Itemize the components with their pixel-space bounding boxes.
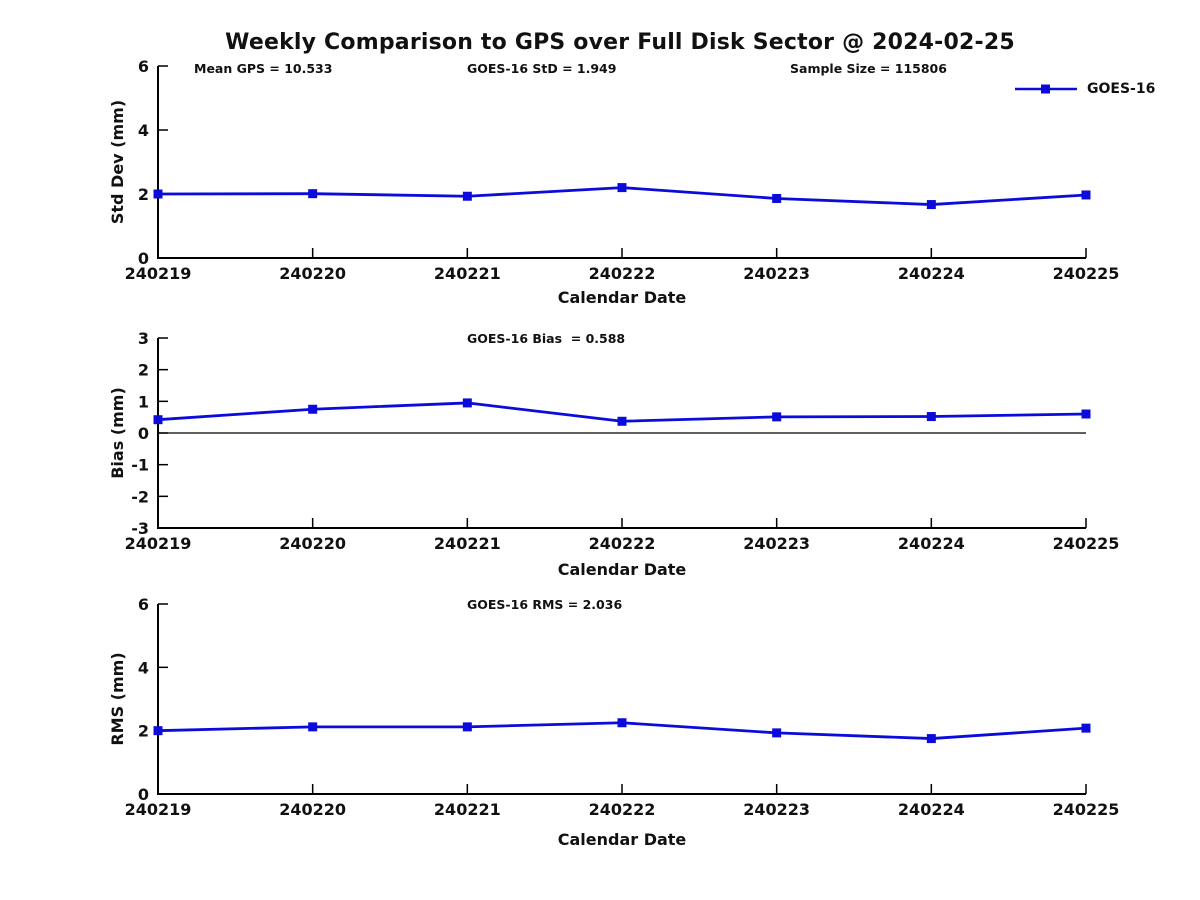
data-point-marker (772, 412, 782, 422)
x-tick-label: 240220 (279, 264, 346, 283)
y-tick-label: 6 (138, 595, 149, 614)
subplot-rms: 0 2 4 6 240219 240220 240221 240222 240223 240224… (125, 595, 1120, 819)
y-tick-label: 0 (138, 785, 149, 804)
x-tick-label: 240223 (743, 264, 810, 283)
x-tick-label: 240221 (434, 800, 501, 819)
data-point-marker (153, 189, 163, 199)
annotation-goes16-std: GOES-16 StD = 1.949 (467, 61, 617, 76)
x-tick-label: 240220 (279, 534, 346, 553)
annotation-sample-size: Sample Size = 115806 (790, 61, 947, 76)
data-point-marker (926, 200, 936, 210)
annotation-mean-gps: Mean GPS = 10.533 (194, 61, 333, 76)
x-tick-label: 240222 (589, 800, 656, 819)
data-point-marker (153, 415, 163, 425)
ylabel-bias: Bias (mm) (108, 387, 127, 479)
data-point-marker (772, 193, 782, 203)
data-point-marker (617, 183, 627, 193)
xlabel-std-dev: Calendar Date (557, 288, 687, 307)
legend-label: GOES-16 (1087, 81, 1156, 97)
x-tick-label: 240220 (279, 800, 346, 819)
data-point-marker (462, 722, 472, 732)
y-tick-label: 0 (138, 424, 149, 443)
y-tick-label: 3 (138, 329, 149, 348)
data-point-marker (1081, 723, 1091, 733)
y-tick-label: 1 (138, 392, 149, 411)
x-tick-label: 240221 (434, 264, 501, 283)
figure-title: Weekly Comparison to GPS over Full Disk … (225, 30, 1015, 55)
data-point-marker (308, 404, 318, 414)
y-tick-label: 4 (138, 658, 149, 677)
y-tick-label: 6 (138, 57, 149, 76)
y-tick-label: -2 (131, 487, 149, 506)
x-tick-label: 240222 (589, 534, 656, 553)
data-point-marker (617, 718, 627, 728)
data-point-marker (1081, 409, 1091, 419)
x-tick-label: 240219 (125, 264, 192, 283)
y-tick-label: 2 (138, 722, 149, 741)
legend-line-icon (1015, 84, 1077, 94)
data-point-marker (1081, 190, 1091, 200)
x-tick-label: 240225 (1053, 534, 1120, 553)
y-tick-label: 2 (138, 185, 149, 204)
data-point-marker (772, 728, 782, 738)
x-tick-label: 240224 (898, 264, 965, 283)
y-tick-label: 2 (138, 361, 149, 380)
x-tick-label: 240224 (898, 534, 965, 553)
y-tick-label: 0 (138, 249, 149, 268)
x-tick-label: 240223 (743, 534, 810, 553)
x-tick-label: 240223 (743, 800, 810, 819)
data-point-marker (308, 189, 318, 199)
x-tick-label: 240222 (589, 264, 656, 283)
x-tick-label: 240219 (125, 800, 192, 819)
annotation-goes16-bias: GOES-16 Bias = 0.588 (467, 331, 626, 346)
annotation-goes16-rms: GOES-16 RMS = 2.036 (467, 597, 623, 612)
subplot-std-dev: 0 2 4 6 240219 240220 240221 240222 240223 240224… (125, 57, 1120, 283)
data-point-marker (926, 734, 936, 744)
x-tick-label: 240219 (125, 534, 192, 553)
xlabel-rms: Calendar Date (557, 830, 687, 849)
data-point-marker (462, 191, 472, 201)
subplot-bias: -3 -2 -1 0 1 2 3 240219 240220 240221 240222 240223… (125, 329, 1120, 553)
ylabel-rms: RMS (mm) (108, 652, 127, 746)
xlabel-bias: Calendar Date (557, 560, 687, 579)
ylabel-std-dev: Std Dev (mm) (108, 99, 127, 225)
data-point-marker (462, 398, 472, 408)
x-tick-label: 240225 (1053, 264, 1120, 283)
legend: GOES-16 (1014, 80, 1155, 98)
data-point-marker (153, 726, 163, 736)
x-tick-label: 240224 (898, 800, 965, 819)
x-tick-label: 240221 (434, 534, 501, 553)
data-point-marker (926, 412, 936, 422)
y-tick-label: -3 (131, 519, 149, 538)
data-point-marker (617, 416, 627, 426)
data-point-marker (308, 722, 318, 732)
y-tick-label: -1 (131, 456, 149, 475)
y-tick-label: 4 (138, 121, 149, 140)
x-tick-label: 240225 (1053, 800, 1120, 819)
